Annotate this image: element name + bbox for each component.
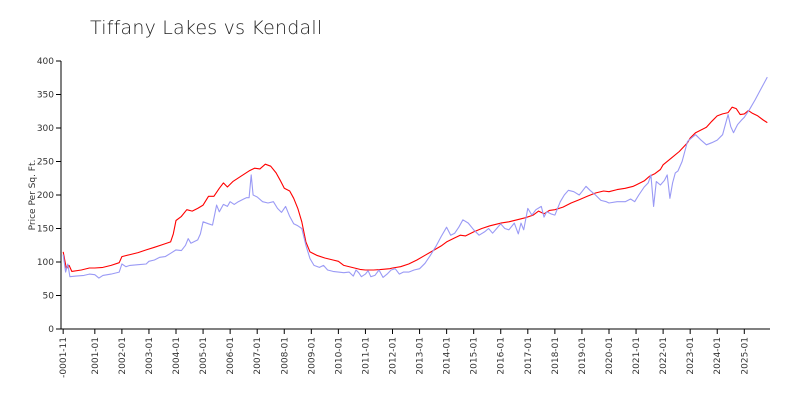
x-tick-label: 2008-01 [280,337,290,375]
y-tick-label: 100 [37,258,54,268]
series-layer [62,76,768,279]
x-tick-label: 2021-01 [632,337,642,375]
series-line-kendall [62,106,768,272]
y-tick-label: 250 [37,158,54,168]
x-tick-label: 2006-01 [226,337,236,375]
y-tick-label: 400 [37,57,54,67]
x-tick-label: 2010-01 [334,337,344,375]
y-tick-label: 350 [37,91,54,101]
x-tick-label: -0001-11 [59,337,69,378]
x-tick-label: 2016-01 [497,337,507,375]
x-axis-ticks: -0001-11 2001-01 2002-01 2003-01 2004-01 2005… [59,329,750,378]
x-tick-label: 2024-01 [713,337,723,375]
y-axis-ticks: 0 50 100 150 200 250 300 350 400 [37,57,61,335]
series-line-tiffany-lakes [62,76,768,279]
x-tick-label: 2017-01 [524,337,534,375]
x-tick-label: 2025-01 [740,337,750,375]
x-tick-label: 2014-01 [443,337,453,375]
x-tick-label: 2007-01 [253,337,263,375]
x-tick-label: 2022-01 [659,337,669,375]
x-tick-label: 2018-01 [551,337,561,375]
y-tick-label: 0 [48,325,54,335]
y-tick-label: 200 [37,191,54,201]
x-tick-label: 2012-01 [388,337,398,375]
y-tick-label: 300 [37,124,54,134]
x-tick-label: 2003-01 [145,337,155,375]
x-tick-label: 2013-01 [416,337,426,375]
x-tick-label: 2005-01 [199,337,209,375]
x-tick-label: 2023-01 [686,337,696,375]
x-tick-label: 2001-01 [91,337,101,375]
chart-title: Tiffany Lakes vs Kendall [90,17,323,39]
x-tick-label: 2020-01 [605,337,615,375]
x-tick-label: 2011-01 [361,337,371,375]
y-tick-label: 50 [43,292,55,302]
x-tick-label: 2019-01 [578,337,588,375]
y-axis-label: Price Per Sq. Ft. [28,160,38,231]
x-tick-label: 2009-01 [307,337,317,375]
x-tick-label: 2004-01 [172,337,182,375]
y-tick-label: 150 [37,225,54,235]
x-tick-label: 2015-01 [470,337,480,375]
x-tick-label: 2002-01 [118,337,128,375]
